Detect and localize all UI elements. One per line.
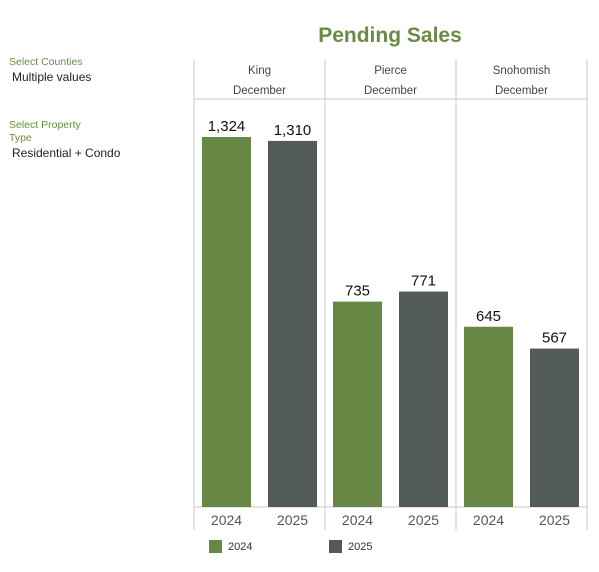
panel-month-label: December	[495, 85, 548, 97]
x-tick-label: 2025	[539, 512, 570, 528]
data-label: 567	[542, 330, 567, 347]
data-label: 1,310	[274, 122, 312, 139]
legend-swatch-2025	[329, 540, 342, 553]
property-type-filter-value[interactable]: Residential + Condo	[12, 146, 121, 160]
bar-chart: King December 1,324 2024 1,310 2025 Pierce Dece…	[193, 59, 588, 530]
bar-snohomish-2025	[530, 348, 579, 507]
data-label: 771	[411, 273, 436, 290]
bar-pierce-2025	[399, 291, 448, 507]
x-tick-label: 2025	[277, 512, 308, 528]
x-tick-label: 2024	[342, 512, 373, 528]
legend-label-2024: 2024	[228, 540, 253, 553]
data-label: 1,324	[208, 118, 246, 135]
data-label: 645	[476, 308, 501, 325]
panel-county-label: King	[248, 65, 271, 77]
filter-panel: Select Counties Multiple values Select P…	[9, 56, 184, 161]
legend-swatch-2024	[209, 540, 222, 553]
county-filter[interactable]: Select Counties Multiple values	[9, 56, 184, 85]
legend-item-2024[interactable]: 2024	[209, 540, 252, 553]
bar-king-2024	[202, 137, 251, 507]
property-type-filter[interactable]: Select Property Type Residential + Condo	[9, 119, 184, 161]
x-tick-label: 2024	[211, 512, 242, 528]
county-filter-label: Select Counties	[9, 56, 83, 68]
panel-county-label: Snohomish	[493, 65, 551, 77]
panel-month-label: December	[364, 85, 417, 97]
data-label: 735	[345, 283, 370, 300]
bar-pierce-2024	[333, 301, 382, 507]
legend-item-2025[interactable]: 2025	[329, 540, 372, 553]
panel-month-label: December	[233, 85, 286, 97]
legend-label-2025: 2025	[348, 540, 373, 553]
panel-county-label: Pierce	[374, 65, 407, 77]
chart-title: Pending Sales	[318, 24, 462, 47]
county-filter-value[interactable]: Multiple values	[12, 70, 92, 84]
bar-snohomish-2024	[464, 326, 513, 507]
x-tick-label: 2025	[408, 512, 439, 528]
property-type-filter-label: Select Property Type	[9, 119, 81, 144]
bar-king-2025	[268, 140, 317, 507]
legend: 2024 2025	[0, 540, 599, 556]
x-tick-label: 2024	[473, 512, 504, 528]
